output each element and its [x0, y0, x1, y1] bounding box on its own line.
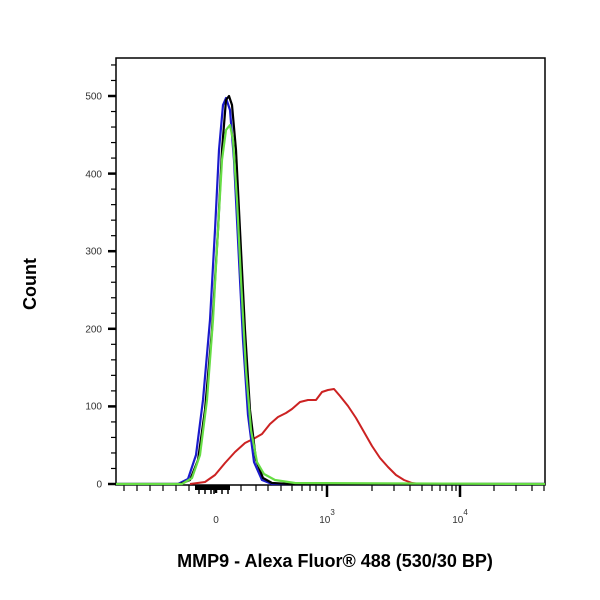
y-tick-label: 100: [85, 402, 102, 413]
y-tick-label: 400: [85, 170, 102, 181]
x-tick-label: 103: [319, 508, 335, 526]
y-tick-label: 300: [85, 247, 102, 258]
series-black-line: [116, 94, 545, 486]
plot-frame: [115, 57, 546, 486]
x-axis-label: MMP9 - Alexa Fluor® 488 (530/30 BP): [177, 551, 493, 571]
histogram-series: [116, 94, 546, 486]
x-tick-label: 104: [452, 508, 468, 526]
x-axis-ticks: 0 103 104: [123, 485, 545, 526]
x-tick-label: 0: [213, 515, 219, 526]
series-green-line: [116, 123, 546, 486]
y-axis-label: Count: [20, 258, 40, 310]
y-tick-label: 200: [85, 325, 102, 336]
y-tick-label: 0: [96, 480, 102, 491]
y-tick-label: 500: [85, 92, 102, 103]
series-blue-line: [116, 96, 545, 486]
series-red-line: [189, 388, 545, 485]
y-axis-ticks: 0 100 200 300 400 500: [85, 64, 116, 491]
